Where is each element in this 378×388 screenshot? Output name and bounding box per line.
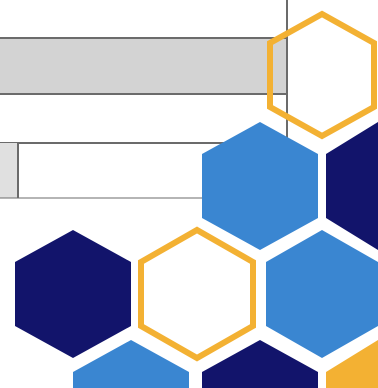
hex-navy-left	[15, 230, 131, 358]
hex-blue-mid	[202, 122, 318, 250]
grid-row-band	[0, 38, 287, 94]
hex-gold-bottom-right	[326, 340, 378, 388]
background-grid	[0, 0, 288, 199]
hex-blue-bottom-left	[73, 340, 189, 388]
hex-outline-gold-top-right	[267, 10, 377, 140]
hex-navy-right-edge	[326, 122, 378, 250]
grid-cell-left	[0, 143, 18, 198]
hex-outline-gold-center	[138, 226, 256, 362]
hexagon-cluster	[15, 10, 378, 388]
hex-navy-bottom	[202, 340, 318, 388]
hex-blue-right	[266, 230, 378, 358]
